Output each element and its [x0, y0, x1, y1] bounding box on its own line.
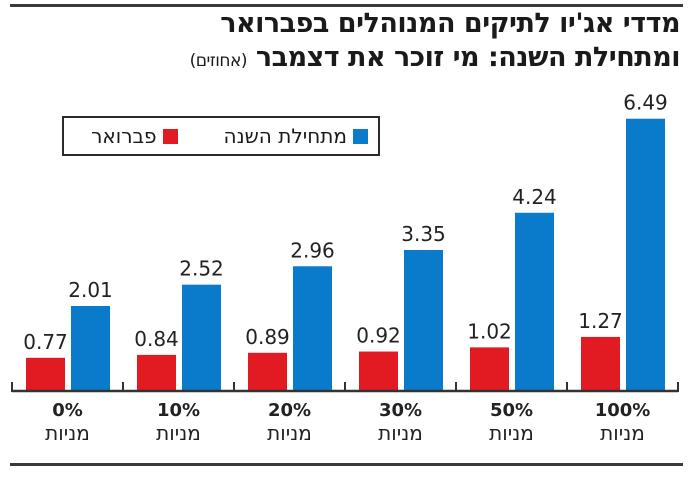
bar-february: [359, 351, 398, 390]
value-label-ytd: 2.01: [68, 278, 113, 302]
category-label: 50% מניות: [462, 400, 562, 444]
category-text: מניות: [378, 421, 423, 445]
legend-item-ytd: מתחילת השנה: [224, 124, 368, 148]
value-label-february: 0.89: [245, 325, 290, 349]
chart-title-line2: ומתחילת השנה: מי זוכר את דצמבר (אחוזים): [189, 42, 681, 73]
category-label: 100% מניות: [573, 400, 673, 444]
value-label-february: 0.77: [23, 330, 68, 354]
bottom-rule: [10, 463, 683, 466]
bar-ytd: [404, 249, 443, 390]
value-label-ytd: 2.96: [290, 238, 335, 262]
bar-ytd: [293, 266, 332, 390]
chart-title-line1: מדדי אג'יו לתיקים המנוהלים בפברואר: [220, 8, 680, 39]
category-label: 30% מניות: [351, 400, 451, 444]
bar-february: [248, 352, 287, 390]
category-label: 10% מניות: [129, 400, 229, 444]
category-text: מניות: [156, 421, 201, 445]
legend: מתחילת השנה פברואר: [62, 116, 380, 156]
bar-ytd: [71, 305, 110, 390]
legend-swatch-ytd: [353, 128, 368, 144]
value-label-february: 0.84: [134, 327, 179, 351]
legend-label-february: פברואר: [91, 124, 157, 148]
bar-ytd: [515, 212, 554, 390]
category-label: 20% מניות: [240, 400, 340, 444]
category-label: 0% מניות: [18, 400, 118, 444]
category-text: מניות: [600, 421, 645, 445]
top-rule: [10, 4, 683, 7]
category-text: מניות: [45, 421, 90, 445]
value-label-ytd: 3.35: [401, 222, 446, 246]
category-text: מניות: [267, 421, 312, 445]
category-pct: 0%: [52, 400, 83, 421]
value-label-ytd: 4.24: [512, 185, 557, 209]
value-label-february: 1.02: [467, 319, 512, 343]
value-label-february: 1.27: [578, 309, 623, 333]
category-pct: 30%: [378, 400, 423, 421]
chart-title-line2-text: ומתחילת השנה: מי זוכר את דצמבר: [255, 42, 681, 73]
legend-swatch-february: [162, 128, 178, 144]
bar-february: [137, 354, 176, 390]
bar-february: [470, 347, 509, 390]
category-pct: 50%: [489, 400, 534, 421]
category-pct: 100%: [594, 400, 651, 421]
value-label-february: 0.92: [356, 324, 401, 348]
category-text: מניות: [489, 421, 534, 445]
bar-ytd: [626, 118, 665, 390]
category-pct: 20%: [267, 400, 312, 421]
legend-label-ytd: מתחילת השנה: [223, 124, 347, 148]
bar-february: [26, 357, 65, 390]
bar-february: [581, 336, 620, 390]
bar-ytd: [182, 284, 221, 390]
value-label-ytd: 6.49: [623, 91, 668, 115]
value-label-ytd: 2.52: [179, 257, 224, 281]
chart-unit-label: (אחוזים): [189, 51, 248, 71]
category-pct: 10%: [156, 400, 201, 421]
legend-item-february: פברואר: [91, 124, 178, 148]
